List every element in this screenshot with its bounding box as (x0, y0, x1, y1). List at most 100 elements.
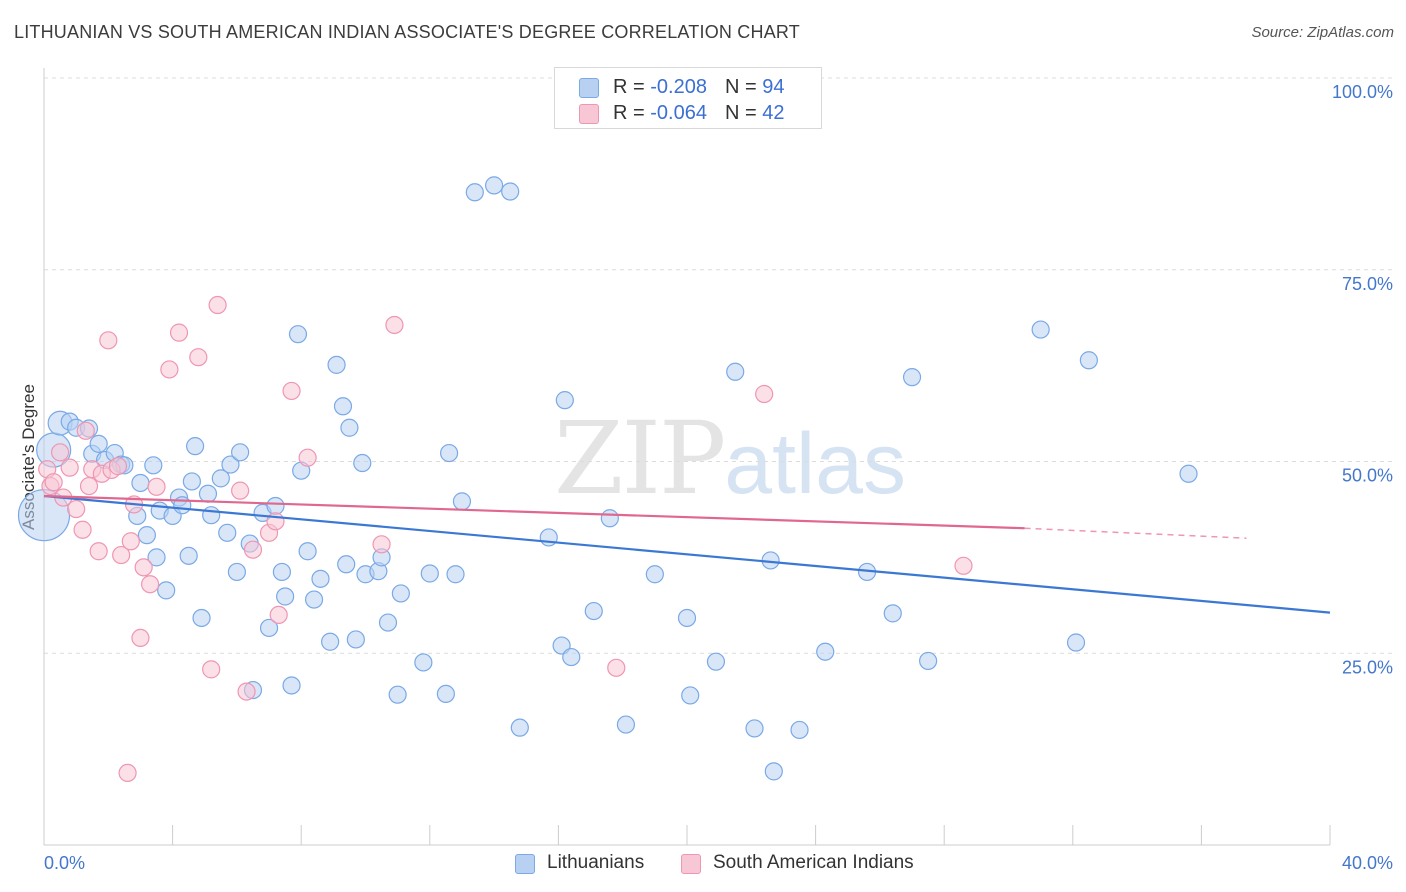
point-lithuanian (726, 362, 745, 381)
point-lithuanian (465, 183, 484, 202)
correlation-legend: R = -0.208 N = 94 R = -0.064 N = 42 (554, 67, 822, 129)
watermark-atlas: atlas (724, 416, 906, 512)
point-south-american-indian (237, 682, 256, 701)
y-tick-label: 100.0% (1332, 82, 1393, 102)
point-south-american-indian (131, 628, 150, 648)
legend-swatch-lithuanians (579, 78, 599, 98)
point-south-american-indian (60, 458, 79, 477)
point-lithuanian (378, 613, 398, 632)
point-lithuanian (321, 632, 340, 651)
legend-n-label: N = (724, 102, 763, 124)
point-lithuanian (198, 484, 218, 503)
point-lithuanian (337, 555, 356, 574)
point-south-american-indian (231, 481, 250, 500)
legend-r-label: R = (613, 76, 651, 98)
point-lithuanian (436, 684, 455, 704)
y-tick-label: 25.0% (1342, 657, 1393, 677)
x-tick-label: 0.0% (44, 853, 85, 873)
point-lithuanian (600, 509, 619, 528)
chart-title: LITHUANIAN VS SOUTH AMERICAN INDIAN ASSO… (14, 22, 800, 42)
point-south-american-indian (73, 520, 92, 539)
point-lithuanian (677, 608, 697, 628)
point-lithuanian (298, 542, 317, 561)
point-south-american-indian (269, 605, 288, 625)
point-lithuanian (645, 565, 664, 584)
point-lithuanian (681, 686, 700, 705)
point-lithuanian (391, 584, 410, 603)
point-south-american-indian (282, 381, 301, 401)
point-lithuanian (259, 618, 279, 638)
point-lithuanian (89, 434, 108, 453)
point-south-american-indian (121, 532, 140, 551)
point-lithuanian (192, 608, 211, 628)
point-south-american-indian (44, 473, 63, 492)
point-lithuanian (147, 548, 166, 567)
point-south-american-indian (112, 545, 131, 565)
point-lithuanian (182, 472, 201, 491)
point-lithuanian (311, 569, 330, 588)
point-lithuanian (452, 492, 472, 511)
point-lithuanian (1079, 351, 1098, 370)
point-south-american-indian (372, 535, 391, 554)
point-south-american-indian (189, 348, 208, 367)
point-lithuanian (510, 718, 529, 737)
point-lithuanian (1179, 464, 1198, 483)
legend-n-label: N = (724, 76, 763, 98)
point-south-american-indian (118, 763, 137, 783)
point-lithuanian (555, 391, 574, 410)
point-lithuanian (616, 715, 636, 734)
legend-r-value: -0.208 (650, 76, 707, 98)
point-lithuanian (327, 355, 346, 374)
point-south-american-indian (99, 331, 118, 350)
point-south-american-indian (298, 448, 317, 467)
point-lithuanian (144, 456, 163, 475)
bottom-legend-swatch-lithuanians (515, 854, 535, 874)
point-lithuanian (790, 720, 809, 740)
point-lithuanian (276, 587, 295, 606)
point-lithuanian (501, 182, 520, 201)
point-lithuanian (304, 590, 324, 609)
point-lithuanian (420, 564, 439, 583)
point-south-american-indian (79, 476, 99, 496)
point-south-american-indian (954, 556, 973, 575)
point-south-american-indian (755, 384, 774, 404)
point-south-american-indian (160, 360, 179, 379)
point-lithuanian (388, 685, 407, 704)
point-lithuanian (446, 565, 465, 584)
point-south-american-indian (50, 443, 70, 462)
bottom-legend-label: Lithuanians (547, 852, 645, 873)
legend-r-label: R = (613, 102, 651, 124)
point-lithuanian (340, 418, 359, 437)
point-south-american-indian (202, 660, 221, 679)
point-south-american-indian (76, 421, 95, 440)
y-tick-label: 50.0% (1342, 466, 1393, 486)
point-lithuanian (131, 473, 150, 493)
point-south-american-indian (108, 457, 128, 476)
trendline-dashed-south-american-indian (1024, 527, 1247, 539)
point-south-american-indian (208, 295, 227, 315)
bottom-legend-label: South American Indians (713, 852, 914, 873)
legend-r-value: -0.064 (650, 102, 707, 124)
point-south-american-indian (140, 575, 160, 594)
point-south-american-indian (89, 542, 108, 561)
point-lithuanian (333, 397, 353, 416)
point-south-american-indian (67, 499, 86, 519)
point-lithuanian (902, 368, 922, 387)
point-lithuanian (485, 176, 504, 195)
trendline-south-american-indian (43, 494, 1025, 530)
point-lithuanian (288, 325, 308, 344)
point-lithuanian (231, 443, 250, 462)
point-lithuanian (816, 642, 835, 661)
point-lithuanian (179, 546, 198, 565)
point-lithuanian (202, 506, 221, 525)
point-south-american-indian (147, 477, 166, 496)
source-label: Source: ZipAtlas.com (1251, 24, 1394, 41)
point-south-american-indian (169, 323, 189, 342)
point-lithuanian (353, 453, 372, 473)
point-lithuanian (346, 630, 365, 649)
trendline-lithuanian (43, 494, 1331, 614)
point-lithuanian (584, 601, 603, 621)
point-lithuanian (745, 719, 764, 738)
point-lithuanian (414, 653, 433, 672)
